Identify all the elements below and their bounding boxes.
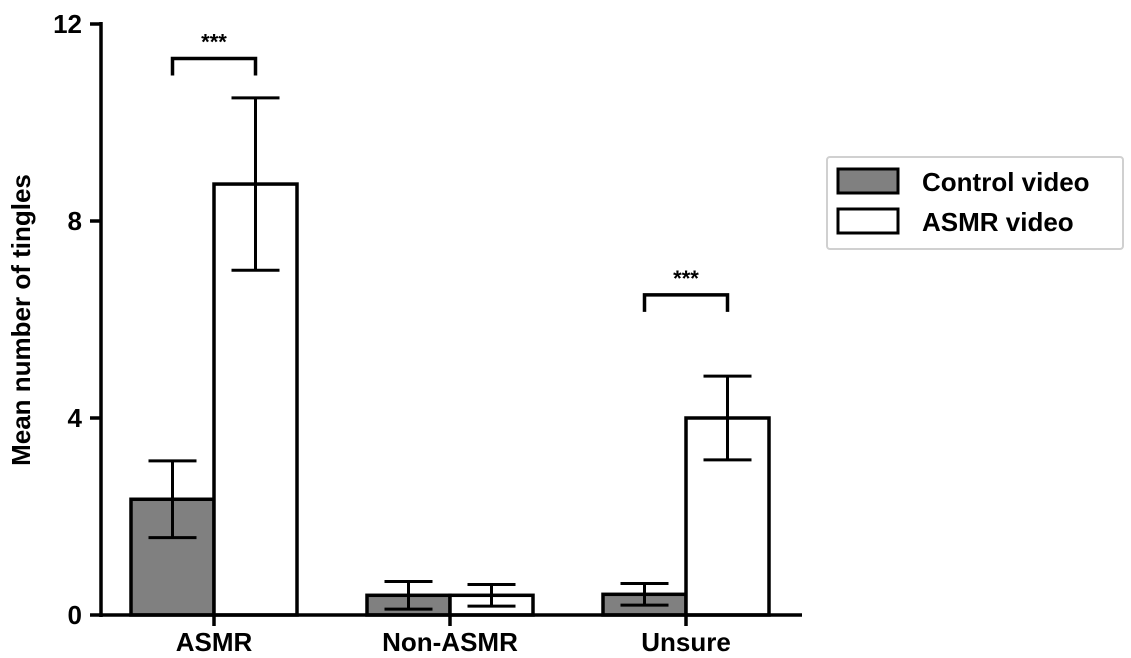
significance-label: *** — [673, 266, 699, 291]
significance-bracket — [170, 56, 258, 76]
x-tick-label: Unsure — [641, 627, 731, 657]
y-axis-title: Mean number of tingles — [6, 174, 36, 466]
y-tick-label: 0 — [68, 600, 82, 630]
legend-swatch-control — [836, 167, 900, 195]
plot-area: 0 4 8 12 ASMR Non-ASMR Unsure *** *** — [53, 9, 771, 657]
x-tick-label: Non-ASMR — [382, 627, 518, 657]
y-tick-label: 12 — [53, 9, 82, 39]
y-tick-label: 4 — [68, 403, 83, 433]
legend-swatch-asmr — [836, 207, 900, 235]
legend-frame — [826, 156, 1124, 250]
legend-label-asmr: ASMR video — [922, 207, 1074, 237]
significance-label: *** — [201, 29, 227, 54]
legend-label-control: Control video — [922, 167, 1090, 197]
y-tick-label: 8 — [68, 206, 82, 236]
x-tick-label: ASMR — [176, 627, 253, 657]
legend: Control video ASMR video — [826, 156, 1124, 250]
significance-bracket — [642, 293, 730, 312]
